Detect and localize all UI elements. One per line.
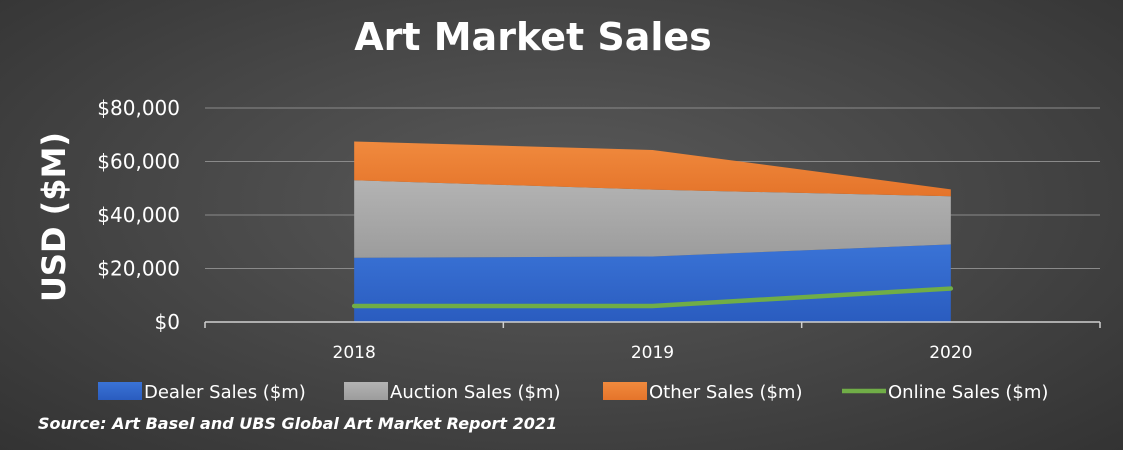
legend-label: Auction Sales ($m) [390, 382, 560, 403]
x-tick-label: 2019 [631, 343, 674, 363]
y-axis-label: USD ($M) [35, 132, 73, 302]
stacked-areas [354, 141, 951, 322]
source-note: Source: Art Basel and UBS Global Art Mar… [38, 414, 558, 433]
y-tick-label: $60,000 [97, 150, 180, 174]
x-tick-label: 2018 [333, 343, 376, 363]
legend: Dealer Sales ($m) Auction Sales ($m) Other… [98, 382, 1048, 403]
line-online-sales [351, 286, 954, 309]
area-auction-sales [354, 180, 951, 258]
legend-swatch [344, 382, 388, 400]
line-series [351, 286, 954, 309]
x-tick-label: 2020 [929, 343, 972, 363]
area-dealer-sales [354, 244, 951, 322]
y-tick-label: $40,000 [97, 203, 180, 227]
legend-swatch [603, 382, 647, 400]
legend-swatch [98, 382, 142, 400]
area-other-sales [354, 141, 951, 197]
legend-label: Dealer Sales ($m) [144, 382, 306, 403]
legend-label: Online Sales ($m) [888, 382, 1048, 403]
x-axis: 2018 2019 2020 [204, 321, 1101, 363]
legend-label: Other Sales ($m) [649, 382, 803, 403]
chart-title: Art Market Sales [354, 15, 712, 59]
y-axis-ticks: $0 $20,000 $40,000 $60,000 $80,000 [97, 96, 180, 334]
y-tick-label: $20,000 [97, 257, 180, 281]
y-tick-label: $80,000 [97, 96, 180, 120]
y-tick-label: $0 [155, 310, 180, 334]
